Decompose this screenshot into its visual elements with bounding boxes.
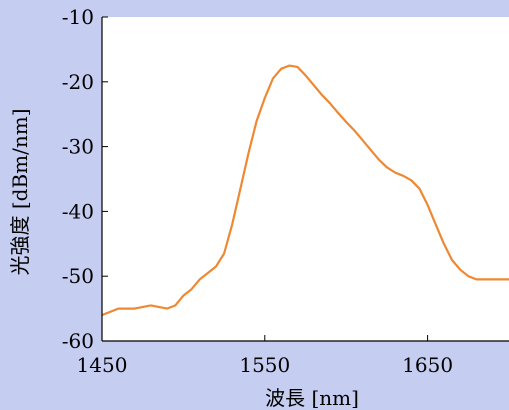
y-tick-label: -10 [62, 5, 94, 29]
y-tick-label: -20 [62, 70, 94, 94]
series-line-0 [102, 64, 509, 317]
plot-area [102, 17, 509, 341]
x-tick-label: 1650 [402, 353, 453, 377]
y-tick-label: -30 [62, 135, 94, 159]
y-tick-label: -50 [62, 264, 94, 288]
y-axis-label: 光強度 [dBm/nm] [8, 108, 32, 275]
x-tick-label: 1550 [239, 353, 290, 377]
x-tick-label: 1450 [77, 353, 128, 377]
y-tick-label: -60 [62, 329, 94, 353]
y-tick-label: -40 [62, 199, 94, 223]
x-axis-label: 波長 [nm] [265, 386, 359, 410]
